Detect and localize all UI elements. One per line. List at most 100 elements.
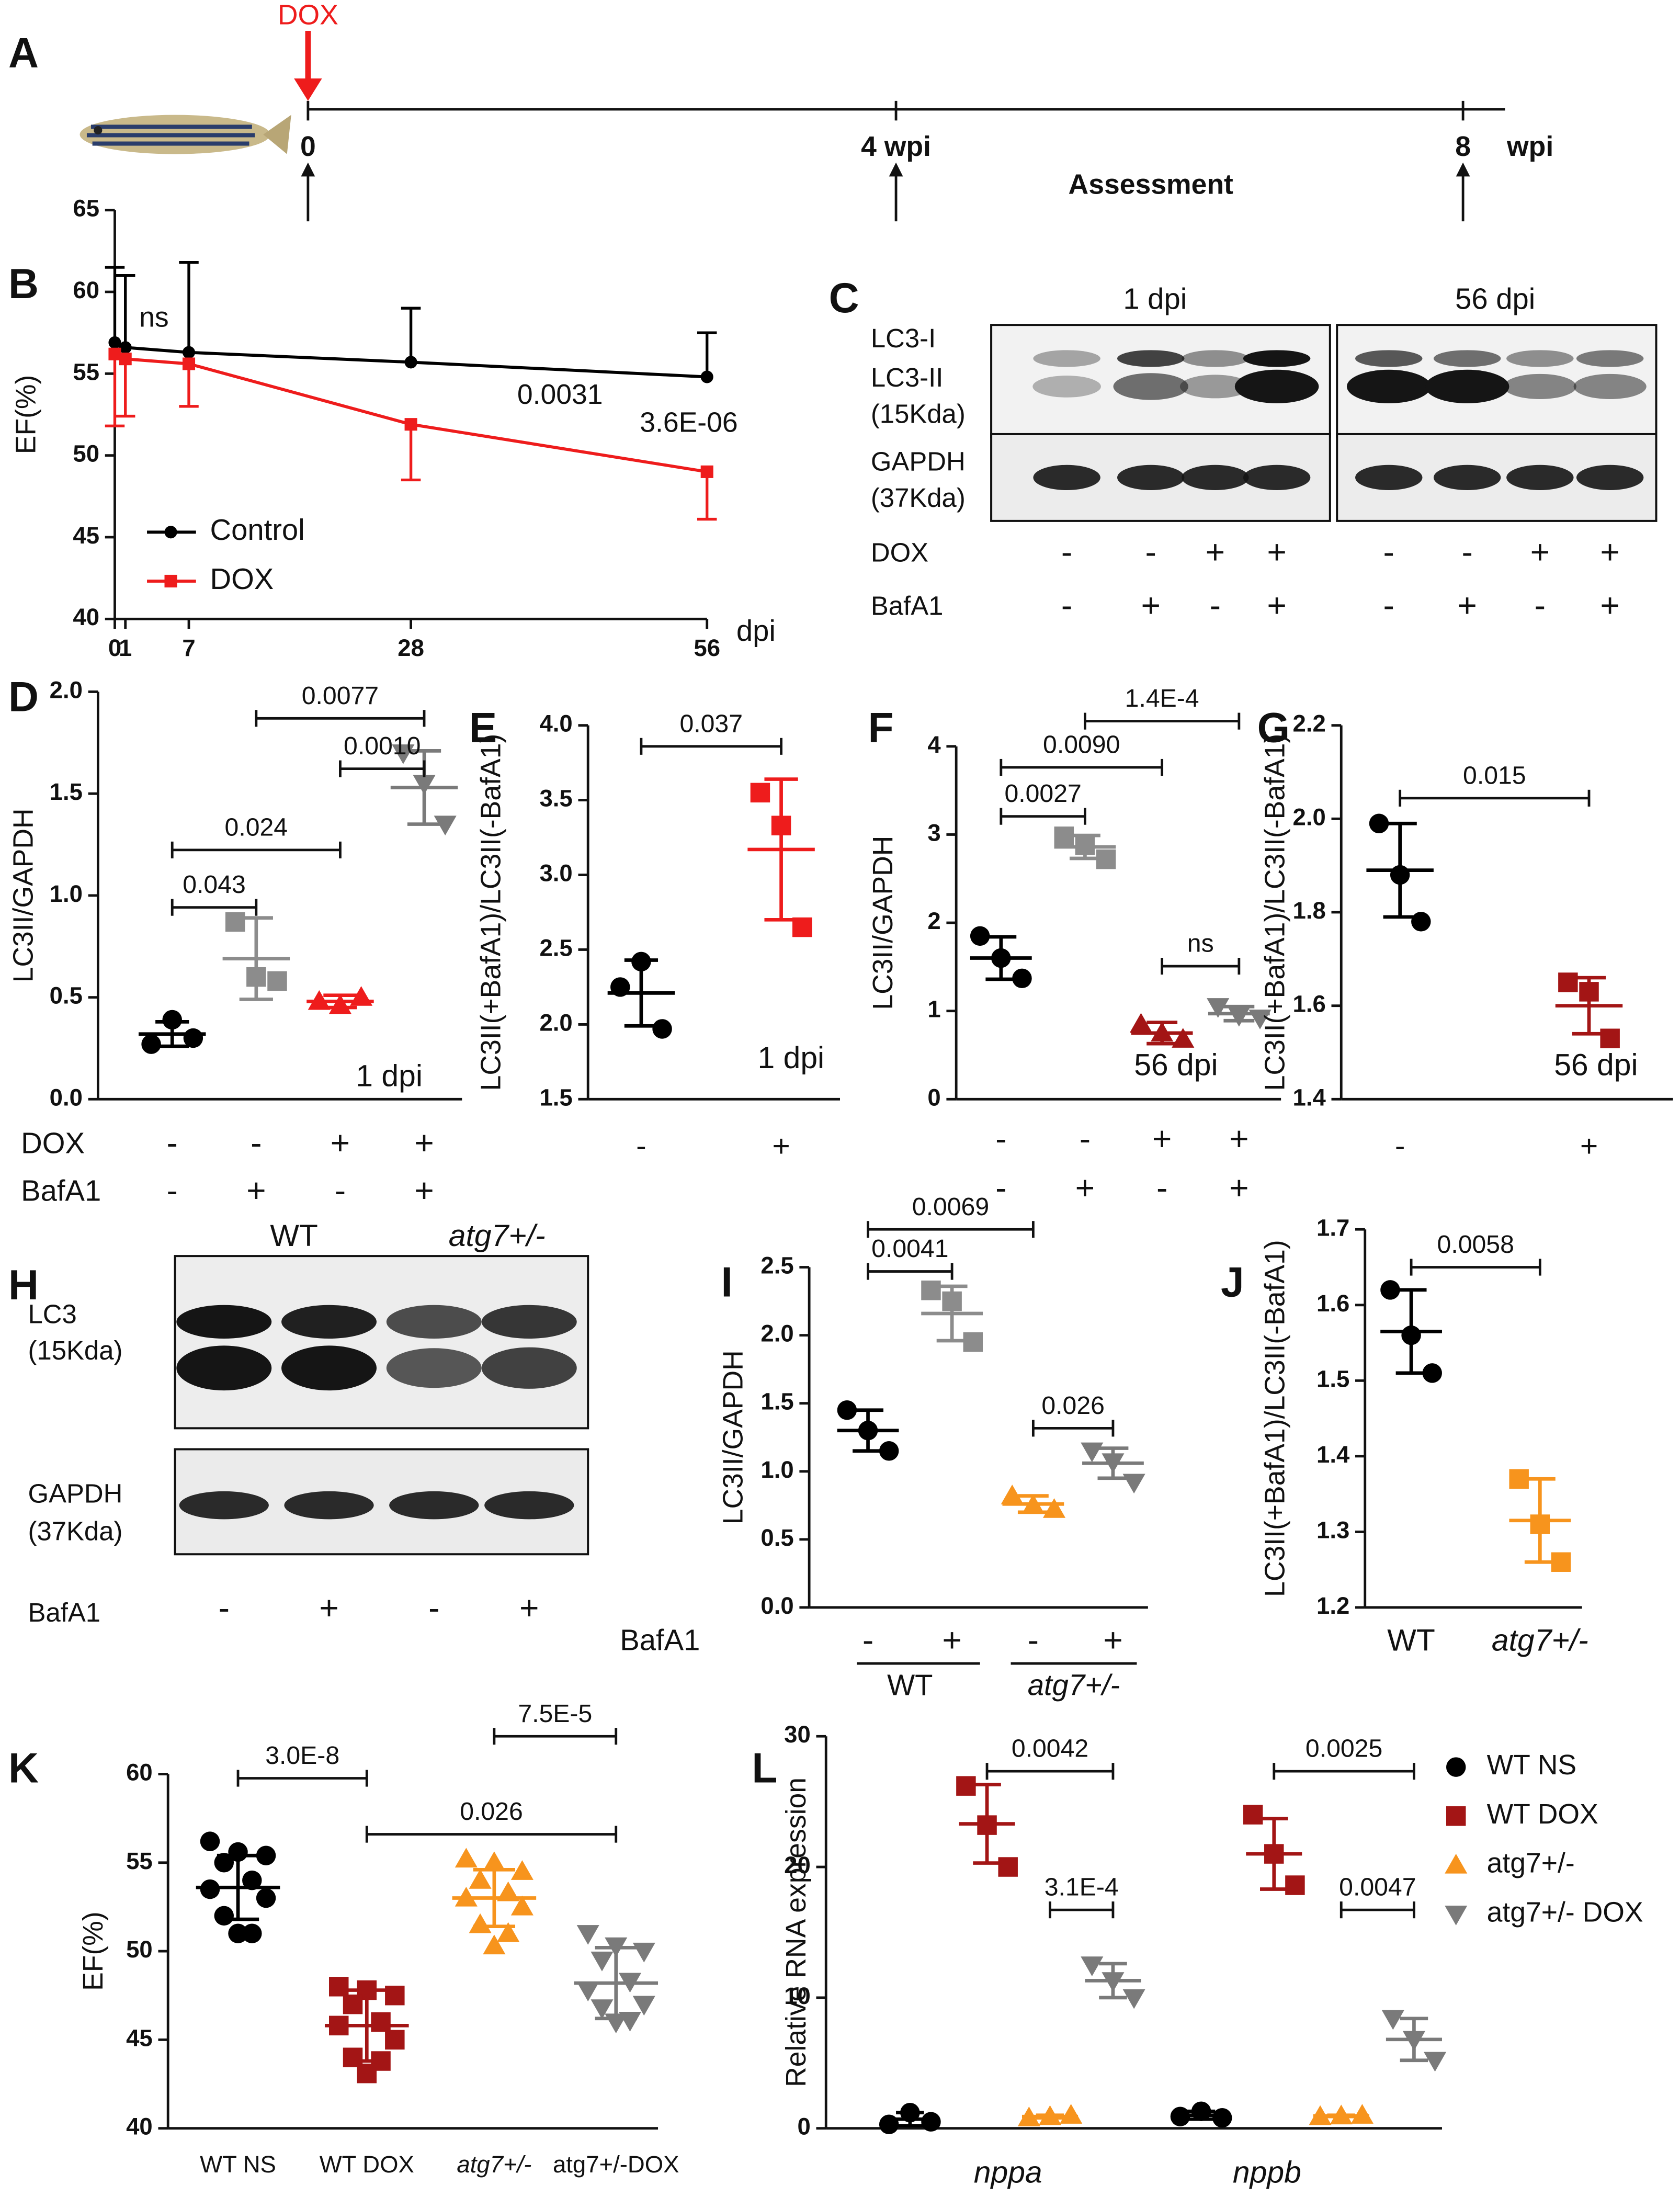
data-point <box>1081 1442 1104 1463</box>
band-label: GAPDH <box>28 1478 123 1508</box>
panel-label: F <box>868 705 894 752</box>
data-point <box>1001 1485 1024 1504</box>
y-tick-label: 3.0 <box>539 860 572 887</box>
blot-frame <box>174 1255 589 1430</box>
data-point <box>1151 1022 1174 1042</box>
sign: + <box>246 1172 266 1209</box>
legend-label: WT NS <box>1487 1750 1576 1781</box>
arrow-head <box>294 78 322 101</box>
y-tick-label: 3 <box>927 819 940 846</box>
data-point <box>921 2112 941 2132</box>
blot-band <box>1243 350 1311 367</box>
y-tick-label: 55 <box>126 1848 153 1874</box>
blot-band <box>481 1347 577 1389</box>
blot-band <box>386 1305 482 1339</box>
data-point <box>1558 972 1578 992</box>
data-point <box>1228 1006 1251 1027</box>
data-point <box>183 1028 203 1048</box>
sign: - <box>1145 533 1156 571</box>
data-point <box>1390 865 1410 885</box>
data-point <box>200 1831 220 1851</box>
row-label: DOX <box>21 1127 85 1160</box>
sign: + <box>1267 533 1287 571</box>
data-point <box>837 1400 857 1420</box>
sign: - <box>1461 533 1472 571</box>
sign: - <box>1061 533 1072 571</box>
data-point <box>1411 912 1431 932</box>
p-value: 0.0025 <box>1306 1735 1382 1763</box>
x-tick-label: atg7+/- <box>1492 1623 1588 1657</box>
data-point <box>182 357 196 370</box>
y-tick-label: 1.5 <box>760 1388 793 1415</box>
p-value: 0.026 <box>1041 1391 1105 1420</box>
blot-band <box>1503 373 1576 400</box>
y-tick-label: 50 <box>73 440 99 467</box>
blot-band <box>281 1345 377 1391</box>
group-label: atg7+/- <box>1028 1668 1120 1701</box>
data-point <box>455 1886 478 1907</box>
data-point <box>228 1842 248 1862</box>
row-label: BafA1 <box>21 1174 101 1207</box>
time-unit: wpi <box>1506 131 1553 162</box>
band-label: (15Kda) <box>871 399 966 429</box>
blot-band <box>1573 373 1647 400</box>
data-point <box>385 1986 405 2006</box>
y-tick-label: 2.5 <box>539 934 572 961</box>
data-point <box>1530 1514 1550 1534</box>
p-value: 0.024 <box>225 813 288 841</box>
data-point <box>469 1869 492 1889</box>
data-point <box>1380 1280 1400 1300</box>
time-label: 8 <box>1455 131 1471 162</box>
data-point <box>1021 1494 1045 1514</box>
data-point <box>1102 1972 1125 1992</box>
data-point <box>242 1870 262 1890</box>
p-value: 0.0069 <box>912 1193 989 1221</box>
data-point <box>1102 1453 1125 1474</box>
data-point <box>141 1034 161 1054</box>
legend-label: atg7+/- <box>1487 1848 1575 1879</box>
panel-label: I <box>721 1259 732 1306</box>
data-point <box>1075 835 1095 855</box>
sign: + <box>414 1172 434 1209</box>
blot-band <box>179 1491 269 1520</box>
data-point <box>1381 2010 1404 2030</box>
panel-label: C <box>829 275 859 322</box>
data-point <box>228 1923 248 1943</box>
panel-label: J <box>1221 1259 1244 1306</box>
data-point <box>1081 1956 1104 1976</box>
timepoint-label: 1 dpi <box>1123 282 1187 315</box>
data-point <box>991 948 1011 968</box>
sign: - <box>1383 586 1394 624</box>
y-tick-label: 2.0 <box>50 676 83 703</box>
data-point <box>328 994 351 1014</box>
data-point <box>267 971 287 991</box>
p-value: 0.0042 <box>1012 1735 1088 1763</box>
y-tick-label: 1.5 <box>1316 1365 1349 1392</box>
y-axis-label: LC3II(+BafA1)/LC3II(-BafA1) <box>475 734 506 1091</box>
data-point <box>879 2114 899 2134</box>
x-tick-label: + <box>772 1129 790 1163</box>
data-point <box>610 977 630 997</box>
data-point <box>652 1019 672 1039</box>
data-point <box>164 526 177 539</box>
blot-band <box>1433 465 1501 490</box>
sign: - <box>1210 586 1221 624</box>
panel-label: H <box>8 1262 39 1309</box>
y-tick-label: 1.7 <box>1316 1214 1349 1241</box>
p-value: 0.0041 <box>871 1235 948 1263</box>
y-tick-label: 0 <box>927 1084 940 1111</box>
data-point <box>618 1973 642 1993</box>
y-tick-label: 2.0 <box>1293 803 1326 830</box>
sign: - <box>995 1120 1006 1158</box>
blot-band <box>1355 350 1423 367</box>
blot-band <box>1033 350 1100 367</box>
band-label: LC3 <box>28 1299 77 1329</box>
x-tick-label: 7 <box>182 635 195 661</box>
data-point <box>434 816 457 836</box>
data-point <box>963 1332 983 1352</box>
sign: - <box>1061 586 1072 624</box>
data-point <box>497 1881 520 1901</box>
p-value: 0.0027 <box>1004 779 1081 808</box>
blot-band <box>1179 375 1251 399</box>
